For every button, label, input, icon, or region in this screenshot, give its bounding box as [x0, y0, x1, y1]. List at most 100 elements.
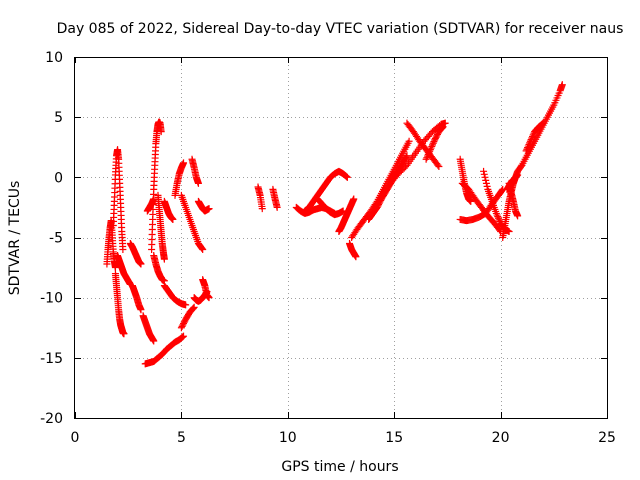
series-arc-30 [365, 152, 411, 223]
data-point [157, 128, 165, 136]
series-arc-10 [148, 118, 165, 254]
data-point [190, 303, 198, 311]
x-tick-label: 0 [71, 430, 80, 446]
data-point [137, 306, 145, 314]
data-point [482, 176, 490, 184]
series-arc-17 [177, 303, 198, 332]
data-point [493, 211, 501, 219]
data-point [524, 142, 532, 150]
series-arc-20 [194, 197, 213, 215]
series-arc-36 [458, 179, 505, 235]
data-point [483, 182, 491, 190]
data-point [427, 144, 435, 152]
series-arc-3 [111, 270, 128, 338]
data-point [189, 305, 197, 313]
data-point [526, 137, 534, 145]
data-point [494, 214, 502, 222]
y-tick-label: 0 [54, 170, 63, 186]
data-point [111, 264, 119, 272]
series-arc-15 [171, 159, 188, 199]
series-arc-25 [301, 167, 351, 215]
data-point [438, 124, 446, 132]
data-point [194, 179, 202, 187]
data-point [498, 186, 506, 194]
data-point [494, 213, 502, 221]
data-point [467, 197, 475, 205]
data-point [422, 155, 430, 163]
data-point [180, 332, 188, 340]
data-point [529, 131, 537, 139]
data-point [439, 123, 447, 131]
x-tick-label: 15 [385, 430, 403, 446]
data-point [180, 159, 188, 167]
plot-frame [74, 57, 608, 419]
data-point [120, 330, 128, 338]
series-arc-28 [346, 240, 360, 261]
data-point [424, 150, 432, 158]
x-axis-label: GPS time / hours [281, 459, 398, 475]
x-tick-label: 25 [598, 430, 616, 446]
data-point [514, 212, 522, 220]
x-tick-label: 20 [492, 430, 510, 446]
series-arc-18 [188, 155, 202, 187]
data-point [426, 146, 434, 154]
data-point [495, 216, 503, 224]
data-point [482, 179, 490, 187]
data-point [205, 205, 213, 213]
data-point [179, 333, 187, 341]
data-point [538, 120, 546, 128]
data-point [480, 170, 488, 178]
data-point [524, 144, 532, 152]
series-arc-12 [154, 191, 168, 263]
series-arc-42 [522, 119, 547, 155]
series-arc-21 [199, 276, 213, 302]
y-tick-label: -20 [40, 411, 63, 427]
series-arc-14 [160, 282, 190, 309]
data-point [429, 141, 437, 149]
y-axis-label: SDTVAR / TECUs [7, 181, 23, 296]
data-point [343, 173, 351, 181]
series-arc-11 [150, 252, 168, 285]
data-point [441, 119, 449, 127]
data-points [103, 81, 566, 368]
data-point [529, 132, 537, 140]
series-arc-22 [254, 183, 266, 213]
data-point [528, 134, 536, 142]
data-point [160, 255, 168, 263]
data-point [423, 154, 431, 162]
data-point [492, 209, 500, 217]
data-point [558, 81, 566, 89]
series-arc-5 [126, 240, 145, 268]
data-point [205, 294, 213, 302]
data-point [527, 136, 535, 144]
data-point [199, 246, 207, 254]
data-point [525, 140, 533, 148]
y-tick-label: -10 [40, 291, 63, 307]
data-point [434, 161, 442, 169]
data-point [523, 145, 531, 153]
chart-title: Day 085 of 2022, Sidereal Day-to-day VTE… [57, 21, 624, 37]
data-point [258, 205, 266, 213]
data-point [428, 142, 436, 150]
series-arc-2 [109, 146, 127, 254]
data-point [403, 152, 411, 160]
data-point [119, 246, 127, 254]
data-point [189, 304, 197, 312]
data-point [438, 124, 446, 132]
x-tick-label: 10 [279, 430, 297, 446]
data-point [198, 245, 206, 253]
data-point [405, 137, 413, 145]
data-point [496, 226, 504, 234]
data-point [350, 195, 358, 203]
data-point [435, 163, 443, 171]
data-point [539, 119, 547, 127]
series-arc-6 [128, 282, 145, 314]
series-arc-9 [141, 332, 188, 368]
data-point [538, 120, 546, 128]
data-point [426, 147, 434, 155]
data-point [273, 203, 281, 211]
data-point [150, 337, 158, 345]
series-arc-27 [335, 195, 358, 235]
tick-labels: 0 5 10 15 20 25 -20 -15 -10 -5 0 5 10 [40, 50, 616, 446]
